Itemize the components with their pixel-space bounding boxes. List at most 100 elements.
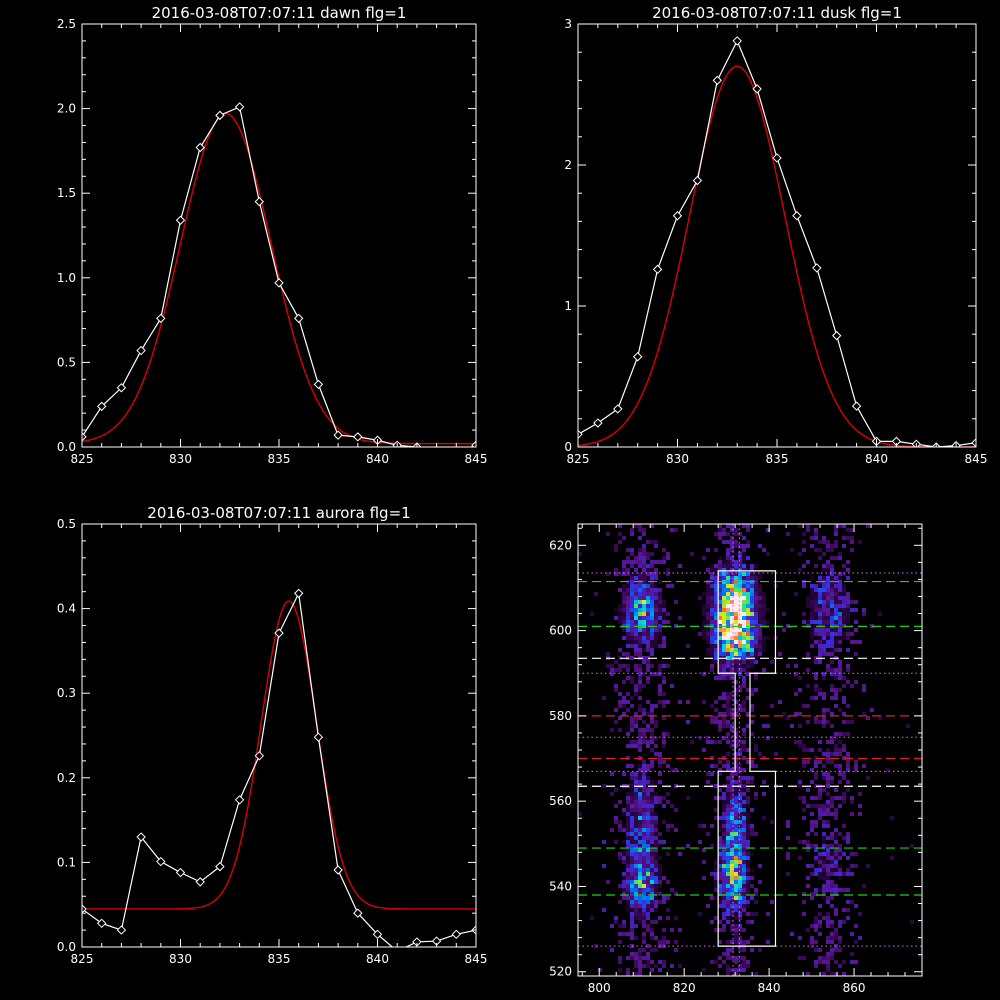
heatmap-cell xyxy=(746,652,750,656)
heatmap-cell xyxy=(738,780,742,784)
heatmap-cell xyxy=(750,620,754,624)
data-point xyxy=(274,278,284,288)
heatmap-cell xyxy=(618,540,622,544)
heatmap-cell xyxy=(710,584,714,588)
heatmap-cell xyxy=(734,608,738,612)
heatmap-cell xyxy=(654,672,658,676)
heatmap-cell xyxy=(638,600,642,604)
heatmap-cell xyxy=(646,612,650,616)
heatmap-cell xyxy=(746,592,750,596)
heatmap-cell xyxy=(626,820,630,824)
heatmap-cell xyxy=(738,596,742,600)
heatmap-cell xyxy=(654,704,658,708)
heatmap-cell xyxy=(810,624,814,628)
heatmap-cell xyxy=(650,664,654,668)
heatmap-cell xyxy=(734,772,738,776)
heatmap-cell xyxy=(846,636,850,640)
heatmap-cell xyxy=(630,928,634,932)
heatmap-cell xyxy=(814,888,818,892)
heatmap-cell xyxy=(834,764,838,768)
heatmap-cell xyxy=(822,632,826,636)
heatmap-cell xyxy=(738,948,742,952)
heatmap-cell xyxy=(718,568,722,572)
heatmap-cell xyxy=(646,860,650,864)
heatmap-cell xyxy=(746,832,750,836)
heatmap-cell xyxy=(814,804,818,808)
heatmap-cell xyxy=(746,852,750,856)
heatmap-cell xyxy=(730,884,734,888)
heatmap-cell xyxy=(642,576,646,580)
heatmap-cell xyxy=(662,600,666,604)
heatmap-cell xyxy=(822,716,826,720)
heatmap-cell xyxy=(718,772,722,776)
heatmap-cell xyxy=(738,892,742,896)
heatmap-cell xyxy=(738,924,742,928)
heatmap-cell xyxy=(674,768,678,772)
heatmap-cell xyxy=(730,852,734,856)
heatmap-cell xyxy=(798,856,802,860)
heatmap-cell xyxy=(830,592,834,596)
heatmap-cell xyxy=(638,680,642,684)
heatmap-cell xyxy=(814,688,818,692)
heatmap-cell xyxy=(754,748,758,752)
heatmap-cell xyxy=(650,640,654,644)
heatmap-cell xyxy=(746,788,750,792)
heatmap-cell xyxy=(650,736,654,740)
heatmap-cell xyxy=(742,896,746,900)
heatmap-cell xyxy=(826,568,830,572)
heatmap-cell xyxy=(746,780,750,784)
heatmap-cell xyxy=(810,892,814,896)
heatmap-cell xyxy=(810,632,814,636)
heatmap-cell xyxy=(650,812,654,816)
data-point xyxy=(156,856,166,867)
heatmap-cell xyxy=(822,720,826,724)
heatmap-cell xyxy=(634,584,638,588)
heatmap-cell xyxy=(634,592,638,596)
heatmap-cell xyxy=(678,928,682,932)
heatmap-cell xyxy=(726,700,730,704)
heatmap-cell xyxy=(738,908,742,912)
heatmap-cell xyxy=(646,800,650,804)
heatmap-cell xyxy=(826,616,830,620)
heatmap-cell xyxy=(630,808,634,812)
heatmap-cell xyxy=(610,948,614,952)
heatmap-cell xyxy=(734,896,738,900)
heatmap-cell xyxy=(626,604,630,608)
heatmap-cell xyxy=(750,644,754,648)
heatmap-cell xyxy=(734,528,738,532)
heatmap-cell xyxy=(714,708,718,712)
heatmap-cell xyxy=(818,932,822,936)
heatmap-cell xyxy=(742,872,746,876)
heatmap-cell xyxy=(602,864,606,868)
heatmap-cell xyxy=(638,772,642,776)
heatmap-cell xyxy=(714,656,718,660)
heatmap-cell xyxy=(822,596,826,600)
heatmap-cell xyxy=(654,880,658,884)
heatmap-cell xyxy=(846,604,850,608)
heatmap-cell xyxy=(726,644,730,648)
heatmap-cell xyxy=(822,724,826,728)
y-tick-label: 1.0 xyxy=(57,271,76,285)
heatmap-cell xyxy=(650,884,654,888)
heatmap-cell xyxy=(838,748,842,752)
heatmap-cell xyxy=(838,780,842,784)
heatmap-cell xyxy=(606,664,610,668)
heatmap-cell xyxy=(826,760,830,764)
heatmap-cell xyxy=(770,660,774,664)
heatmap-cell xyxy=(626,804,630,808)
heatmap-cell xyxy=(674,940,678,944)
heatmap-cell xyxy=(746,620,750,624)
heatmap-cell xyxy=(738,664,742,668)
heatmap-cell xyxy=(638,572,642,576)
heatmap-cell xyxy=(810,616,814,620)
heatmap-cell xyxy=(634,856,638,860)
heatmap-cell xyxy=(842,524,846,528)
heatmap-cell xyxy=(622,872,626,876)
heatmap-cell xyxy=(730,824,734,828)
heatmap-cell xyxy=(746,576,750,580)
heatmap-cell xyxy=(710,604,714,608)
heatmap-cell xyxy=(834,732,838,736)
heatmap-cell xyxy=(830,640,834,644)
heatmap-cell xyxy=(750,876,754,880)
heatmap-cell xyxy=(714,612,718,616)
